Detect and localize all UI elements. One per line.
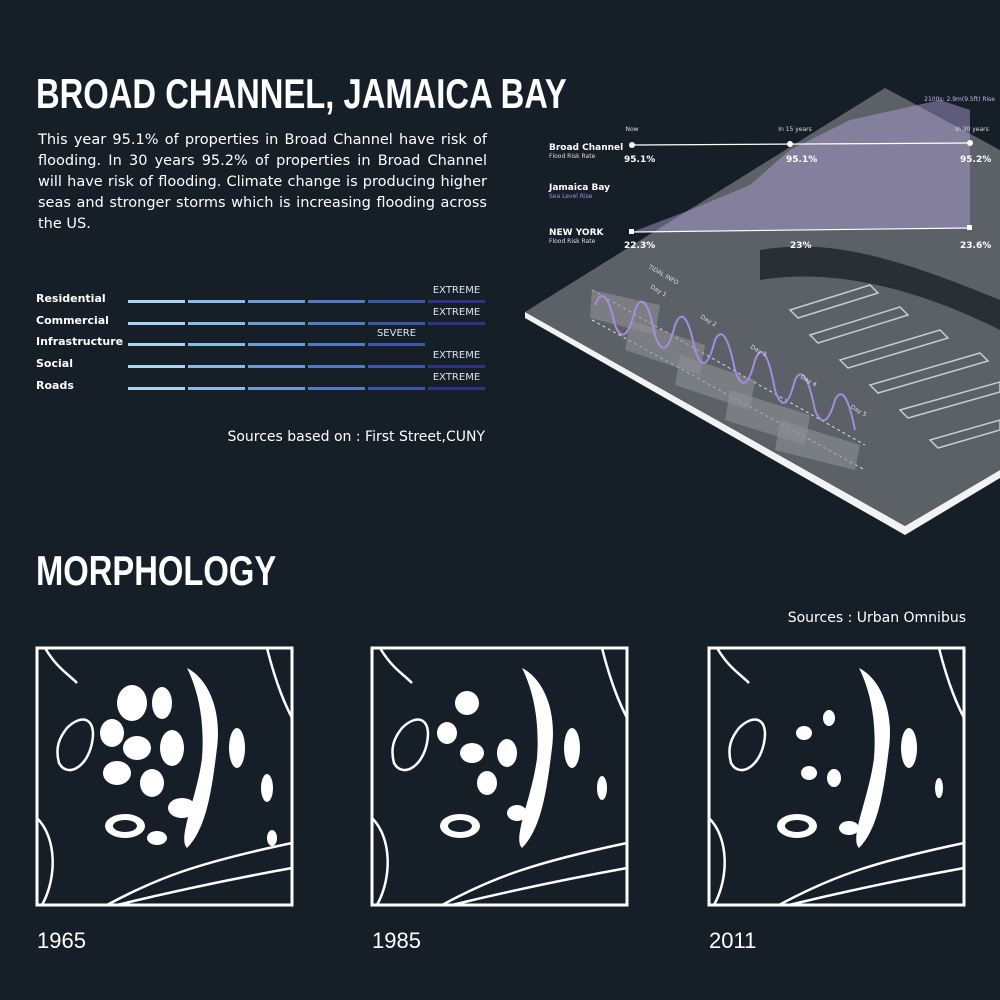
risk-segment: [128, 322, 185, 325]
risk-segment: [308, 322, 365, 325]
rise-area: [632, 100, 970, 232]
risk-table: Residential EXTREME Commercial EXTREME Infra…: [36, 285, 485, 392]
risk-segment: [248, 343, 305, 346]
risk-level: EXTREME: [433, 350, 480, 361]
point: [967, 225, 972, 230]
row-sub: Flood Risk Rate: [549, 238, 596, 245]
point: [629, 229, 634, 234]
map-1965: [35, 646, 294, 907]
risk-segment: [368, 387, 425, 390]
time-label: Now: [625, 126, 638, 133]
channel: [760, 246, 1000, 330]
risk-segment: [128, 365, 185, 368]
time-label: In 30 years: [955, 126, 989, 133]
risk-label: Residential: [36, 292, 106, 305]
morph-source: Sources : Urban Omnibus: [788, 610, 966, 626]
risk-segment: [308, 387, 365, 390]
risk-label: Infrastructure: [36, 335, 123, 348]
risk-label: Roads: [36, 379, 74, 392]
risk-segment: [308, 300, 365, 303]
risk-segment: [128, 300, 185, 303]
value-label: 95.1%: [624, 155, 655, 165]
flood-line: [631, 227, 971, 233]
point: [787, 141, 793, 147]
risk-level: EXTREME: [433, 372, 480, 383]
risk-segment: [308, 365, 365, 368]
blocks: [788, 284, 1000, 449]
year: 2011: [709, 928, 756, 953]
point: [967, 140, 973, 146]
risk-segment: [368, 343, 425, 346]
risk-segment: [368, 322, 425, 325]
risk-label: Social: [36, 357, 73, 370]
year: 1965: [37, 928, 86, 953]
plate: [525, 88, 1000, 526]
value-label: 23%: [790, 241, 812, 251]
flood-line: [631, 142, 971, 146]
value-label: 95.1%: [786, 155, 817, 165]
row-sub: Sea Level Rise: [549, 193, 593, 200]
risk-segment: [248, 322, 305, 325]
risk-segment: [428, 300, 485, 303]
year: 1985: [372, 928, 421, 953]
risk-segment: [188, 365, 245, 368]
point: [629, 142, 635, 148]
rise-label: 2100s: 2.9m(9.5ft) Rise: [924, 96, 995, 103]
map-1985: [370, 646, 629, 907]
row-name: NEW YORK: [549, 228, 605, 238]
risk-segment: [368, 300, 425, 303]
risk-segment: [188, 343, 245, 346]
value-label: 22.3%: [624, 241, 655, 251]
risk-level: EXTREME: [433, 307, 480, 318]
value-label: 23.6%: [960, 241, 991, 251]
risk-source: Sources based on : First Street,CUNY: [227, 429, 485, 445]
morph-title-group: MORPHOLOGY: [36, 547, 276, 594]
risk-segment: [308, 343, 365, 346]
risk-segment: [248, 387, 305, 390]
morph-title: MORPHOLOGY: [36, 547, 276, 594]
tidal-panel: [590, 289, 866, 471]
risk-segment: [248, 365, 305, 368]
risk-segment: [368, 365, 425, 368]
risk-segment: [428, 387, 485, 390]
row-name: Broad Channel: [549, 143, 623, 153]
title: BROAD CHANNEL, JAMAICA BAY: [36, 70, 567, 117]
risk-level: EXTREME: [433, 285, 480, 296]
iso-map: Now In 15 years In 30 years 2100s: 2.9m(…: [525, 88, 1000, 535]
risk-label: Commercial: [36, 314, 109, 327]
map-2011: [707, 646, 966, 907]
title-group: BROAD CHANNEL, JAMAICA BAY: [36, 70, 567, 117]
risk-level: SEVERE: [377, 328, 416, 339]
risk-segment: [248, 300, 305, 303]
value-label: 95.2%: [960, 155, 991, 165]
row-name: Jamaica Bay: [548, 183, 610, 193]
time-label: In 15 years: [778, 126, 812, 133]
risk-segment: [128, 387, 185, 390]
risk-segment: [128, 343, 185, 346]
risk-segment: [188, 322, 245, 325]
row-sub: Flood Risk Rate: [549, 153, 596, 160]
risk-segment: [188, 387, 245, 390]
description: This year 95.1% of properties in Broad C…: [38, 132, 487, 232]
risk-segment: [188, 300, 245, 303]
risk-segment: [428, 365, 485, 368]
risk-segment: [428, 322, 485, 325]
